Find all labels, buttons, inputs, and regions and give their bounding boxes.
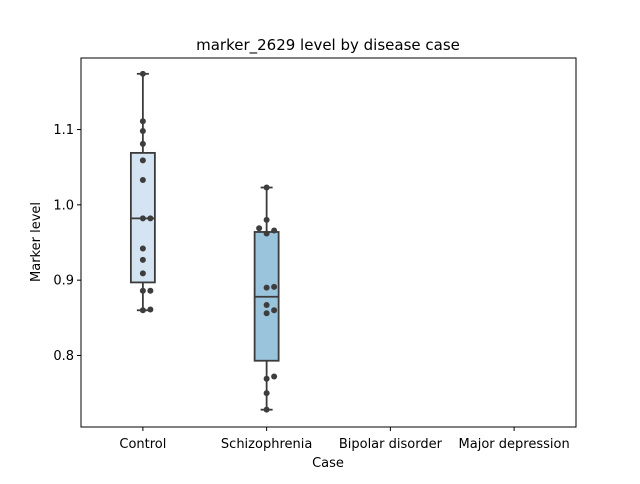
box-series <box>129 72 280 411</box>
data-point <box>263 310 270 317</box>
data-point <box>139 256 146 263</box>
data-point <box>139 140 146 147</box>
y-tick-label: 0.9 <box>53 274 74 289</box>
box-schizophrenia <box>253 186 280 411</box>
data-point <box>139 118 146 125</box>
y-tick-label: 1.1 <box>53 123 74 138</box>
data-point <box>271 307 278 314</box>
y-axis-label: Marker level <box>29 202 44 282</box>
data-point <box>271 227 278 234</box>
data-point <box>271 373 278 380</box>
data-point <box>263 406 270 413</box>
data-point <box>139 176 146 183</box>
x-axis-label: Case <box>312 456 344 471</box>
swarm-points <box>139 70 278 413</box>
x-tick-label: Schizophrenia <box>221 437 312 452</box>
data-point <box>263 390 270 397</box>
data-point <box>139 287 146 294</box>
plot-area-frame <box>80 57 577 428</box>
data-point <box>139 128 146 135</box>
data-point <box>263 375 270 382</box>
data-point <box>263 302 270 309</box>
data-point <box>271 283 278 290</box>
x-tick-label: Bipolar disorder <box>339 437 443 452</box>
x-tick-label: Major depression <box>459 437 570 452</box>
data-point <box>139 307 146 314</box>
data-point <box>147 215 154 222</box>
data-point <box>147 287 154 294</box>
data-point <box>139 245 146 252</box>
x-axis: Control Schizophrenia Bipolar disorder Majo… <box>119 427 570 452</box>
y-tick-label: 0.8 <box>53 349 74 364</box>
data-point <box>263 184 270 191</box>
x-tick-label: Control <box>119 437 166 452</box>
data-point <box>256 225 263 232</box>
chart-title: marker_2629 level by disease case <box>196 36 460 55</box>
data-point <box>263 216 270 223</box>
y-tick-label: 1.0 <box>53 198 74 213</box>
data-point <box>139 70 146 77</box>
data-point <box>263 284 270 291</box>
data-point <box>139 157 146 164</box>
data-point <box>139 215 146 222</box>
data-point <box>147 306 154 313</box>
data-point <box>263 230 270 237</box>
y-axis: 0.8 0.9 1.0 1.1 <box>53 123 81 364</box>
data-point <box>139 270 146 277</box>
